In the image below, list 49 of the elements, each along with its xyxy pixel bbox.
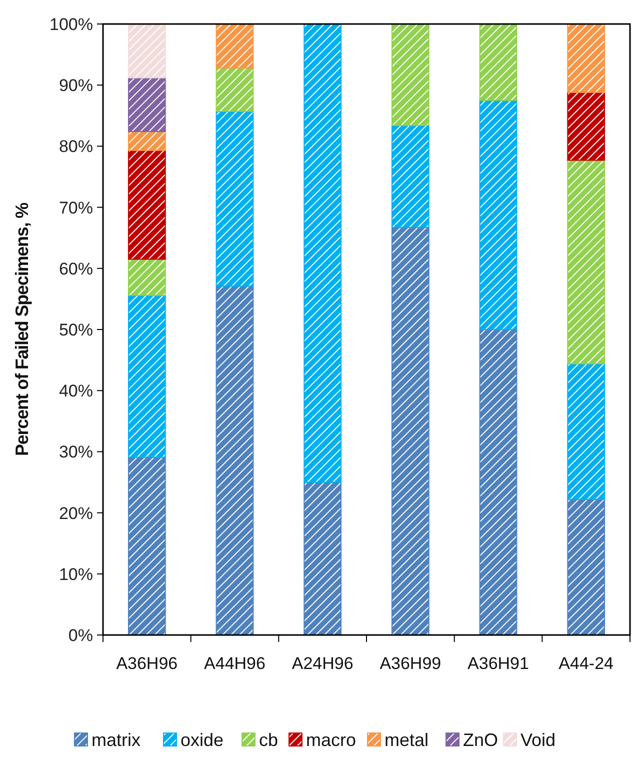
- y-tick-label: 80%: [58, 137, 93, 156]
- bar: [128, 258, 166, 296]
- legend-label: matrix: [92, 730, 140, 750]
- bar: [128, 294, 166, 458]
- bar: [128, 456, 166, 636]
- legend-label: metal: [384, 730, 429, 750]
- y-tick-label: 40%: [58, 382, 93, 401]
- bar: [216, 110, 254, 287]
- bar: [304, 24, 342, 483]
- y-tick-label: 100%: [50, 14, 93, 34]
- bar: [128, 131, 166, 151]
- bar: [567, 498, 606, 636]
- bar: [567, 363, 606, 500]
- x-tick-label: A24H96: [292, 654, 354, 673]
- bar: [391, 24, 430, 126]
- legend-label: Void: [520, 730, 556, 750]
- bar: [391, 226, 430, 636]
- x-tick-label: A36H99: [380, 654, 442, 673]
- bar: [567, 92, 606, 161]
- bar: [479, 24, 518, 101]
- bar: [304, 482, 342, 636]
- bar: [479, 329, 518, 636]
- bar: [216, 286, 254, 636]
- legend-label: oxide: [180, 730, 224, 750]
- legend-label: macro: [306, 730, 356, 750]
- bar: [567, 160, 606, 364]
- x-tick-label: A44-24: [558, 654, 614, 673]
- y-tick-label: 90%: [58, 76, 93, 96]
- x-tick-label: A44H96: [204, 654, 266, 673]
- bar: [128, 77, 166, 132]
- y-tick-label: 30%: [58, 442, 93, 462]
- bar: [479, 100, 518, 330]
- bar: [391, 124, 430, 228]
- x-tick-label: A36H96: [116, 654, 178, 673]
- legend-label: cb: [259, 730, 278, 750]
- y-tick-label: 10%: [58, 564, 93, 584]
- y-axis-title: Percent of Failed Specimens, %: [12, 202, 32, 456]
- legend-label: ZnO: [463, 730, 498, 750]
- bar: [567, 24, 606, 93]
- bar: [128, 24, 166, 78]
- bar: [216, 24, 254, 68]
- y-tick-label: 60%: [58, 259, 93, 278]
- x-tick-label: A36H91: [468, 654, 529, 673]
- y-tick-label: 50%: [58, 320, 93, 340]
- y-tick-label: 0%: [68, 626, 93, 645]
- y-tick-label: 20%: [58, 504, 93, 523]
- bar: [216, 67, 254, 112]
- bar: [128, 150, 166, 260]
- y-tick-label: 70%: [58, 198, 93, 218]
